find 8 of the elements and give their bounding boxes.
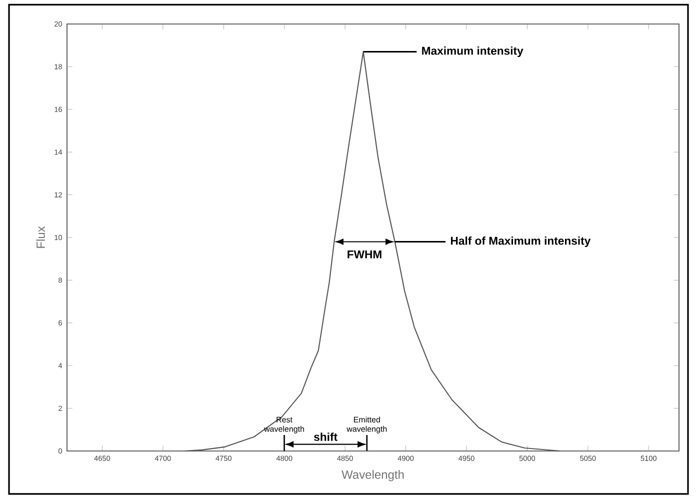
annotation: Maximum intensity — [422, 46, 524, 58]
y-axis-title: Flux — [36, 226, 45, 248]
annotation: shift — [314, 432, 338, 441]
x-axis-title: Wavelength — [342, 470, 404, 482]
annotation: Rest wavelength — [264, 416, 304, 434]
annotation: FWHM — [348, 250, 382, 258]
annotation: Half of Maximum intensity — [450, 236, 591, 248]
annotation: Emitted wavelength — [346, 416, 387, 434]
